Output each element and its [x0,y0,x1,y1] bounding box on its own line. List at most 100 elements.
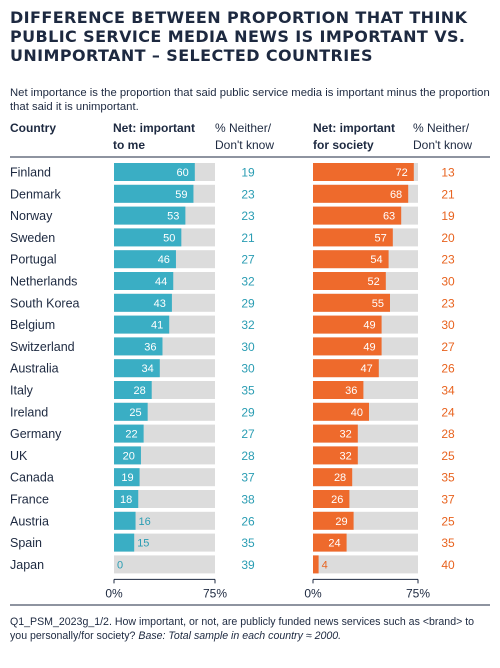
country-label: Portugal [10,253,57,267]
society-neither-value: 20 [441,231,455,245]
society-bar [313,184,409,203]
country-label: Germany [10,427,62,441]
society-neither-value: 23 [441,296,455,310]
me-bar [114,163,195,181]
country-label: Spain [10,536,42,550]
society-bar [313,490,350,508]
country-label: France [10,493,49,507]
country-label: Sweden [10,231,55,245]
me-bar [114,184,194,203]
me-value-label: 44 [155,276,167,288]
me-bar [114,490,139,508]
me-neither-value: 29 [241,296,255,310]
me-neither-value: 27 [241,427,255,441]
header-society-neither-line2: Don't know [413,138,472,152]
me-neither-value: 37 [241,471,255,485]
country-label: Finland [10,166,51,180]
me-value-label: 28 [133,385,145,397]
society-value-label: 24 [328,538,340,550]
country-label: Italy [10,384,34,398]
me-value-label: 59 [175,189,187,201]
country-label: Australia [10,362,59,376]
society-value-label: 29 [335,516,347,528]
society-value-label: 40 [351,407,363,419]
society-bar [313,511,354,530]
society-bar [313,228,393,247]
society-bar [313,250,389,269]
society-bar [313,337,382,356]
me-value-label: 16 [139,516,151,528]
me-bar-track [114,533,215,552]
society-value-label: 32 [340,429,352,441]
chart-subtitle: Net importance is the proportion that sa… [10,87,490,113]
me-value-label: 60 [177,167,189,179]
me-neither-value: 21 [241,231,255,245]
me-bar-track [114,511,215,530]
me-value-label: 50 [163,232,175,244]
society-neither-value: 35 [441,471,455,485]
society-value-label: 49 [363,320,375,332]
me-bar [114,228,182,247]
society-bar [313,446,358,465]
me-bar [114,402,148,421]
header-me-line1: Net: important [113,121,195,135]
me-value-label: 34 [142,363,154,375]
me-bar-track [114,490,215,508]
me-neither-value: 32 [241,275,255,289]
footnote-base: Base: Total sample in each country ≈ 200… [138,630,342,642]
header-country: Country [10,121,56,135]
me-bar [114,424,144,443]
me-bar [114,511,136,530]
me-bar [114,359,160,378]
society-bar [313,359,379,378]
me-neither-value: 28 [241,449,255,463]
society-value-label: 28 [334,472,346,484]
society-bar [313,402,369,421]
society-neither-value: 21 [441,187,455,201]
country-label: Japan [10,558,44,572]
society-bar [313,381,364,399]
country-label: Netherlands [10,275,77,289]
me-bar [114,337,163,356]
society-neither-value: 40 [441,558,455,572]
header-me-line2: to me [113,138,145,152]
country-label: Ireland [10,405,48,419]
me-neither-value: 35 [241,536,255,550]
society-neither-value: 37 [441,493,455,507]
society-value-label: 63 [383,211,395,223]
me-value-label: 22 [125,429,137,441]
society-value-label: 55 [372,298,384,310]
me-bar [114,250,176,269]
country-label: Belgium [10,318,55,332]
society-neither-value: 23 [441,253,455,267]
me-value-label: 53 [167,211,179,223]
me-neither-value: 39 [241,558,255,572]
country-label: UK [10,449,28,463]
me-neither-value: 30 [241,362,255,376]
society-value-label: 36 [345,385,357,397]
society-bar [313,272,386,290]
me-value-label: 43 [154,298,166,310]
society-neither-value: 25 [441,449,455,463]
footnote-question: How important, or not, are publicly fund… [10,616,475,642]
society-neither-value: 28 [441,427,455,441]
society-value-label: 47 [361,363,373,375]
me-neither-value: 30 [241,340,255,354]
me-neither-value: 27 [241,253,255,267]
country-label: Norway [10,209,53,223]
society-neither-value: 25 [441,514,455,528]
me-value-label: 19 [121,472,133,484]
society-bar [313,293,390,312]
me-bar [114,272,174,290]
me-value-label: 25 [129,407,141,419]
me-bar [114,381,152,399]
me-value-label: 18 [120,494,132,506]
header-society-line1: Net: important [313,121,395,135]
me-bar [114,468,140,487]
country-label: Switzerland [10,340,75,354]
me-neither-value: 26 [241,514,255,528]
me-bar [114,533,135,552]
me-neither-value: 29 [241,405,255,419]
society-bar [313,533,347,552]
society-neither-value: 27 [441,340,455,354]
